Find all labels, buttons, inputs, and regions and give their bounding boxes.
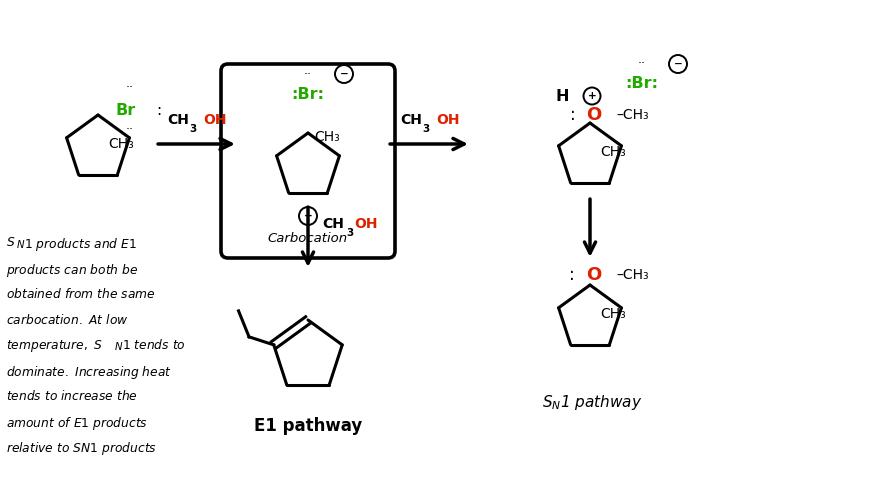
Text: :: : — [569, 266, 575, 284]
Text: CH₃: CH₃ — [600, 145, 626, 159]
Text: E1 pathway: E1 pathway — [253, 417, 362, 435]
Text: OH: OH — [354, 217, 378, 231]
Text: CH₃: CH₃ — [108, 137, 134, 151]
Text: Carbocation: Carbocation — [268, 232, 348, 245]
Text: OH: OH — [436, 113, 460, 127]
Text: $\it{amount\ of\ E1\ products}$: $\it{amount\ of\ E1\ products}$ — [6, 415, 148, 432]
Text: O: O — [586, 106, 601, 124]
Text: 3: 3 — [190, 124, 197, 134]
Text: $\it{relative\ to\ SN1\ products}$: $\it{relative\ to\ SN1\ products}$ — [6, 440, 157, 457]
Text: 3: 3 — [422, 124, 429, 134]
Text: $\it{N}$: $\it{N}$ — [114, 340, 123, 352]
Text: O: O — [586, 266, 601, 284]
Text: :: : — [570, 106, 576, 124]
Text: CH: CH — [168, 113, 190, 127]
Text: $\it{carbocation.\ At\ low}$: $\it{carbocation.\ At\ low}$ — [6, 312, 128, 327]
Text: $\it{N}$: $\it{N}$ — [16, 238, 25, 250]
Text: $\it{S}$: $\it{S}$ — [6, 236, 16, 249]
Text: H: H — [555, 88, 569, 104]
Text: ··: ·· — [586, 246, 594, 260]
Text: ··: ·· — [126, 123, 134, 137]
Text: CH: CH — [322, 217, 343, 231]
Text: OH: OH — [204, 113, 227, 127]
Text: ··: ·· — [304, 69, 312, 82]
Text: Br: Br — [116, 103, 136, 118]
Text: –CH₃: –CH₃ — [616, 268, 649, 282]
Text: $S_N$1 pathway: $S_N$1 pathway — [542, 393, 642, 412]
Text: $\it{temperature,\ S}$: $\it{temperature,\ S}$ — [6, 338, 103, 354]
Text: $\it{products\ can\ both\ be}$: $\it{products\ can\ both\ be}$ — [6, 261, 138, 278]
Text: –CH₃: –CH₃ — [616, 108, 649, 122]
Text: ··: ·· — [638, 57, 646, 70]
Text: −: − — [674, 59, 683, 69]
Text: $\it{1\ tends\ to}$: $\it{1\ tends\ to}$ — [122, 338, 186, 352]
Text: ··: ·· — [126, 82, 134, 94]
Text: +: + — [587, 91, 596, 101]
Text: :: : — [156, 103, 162, 118]
Text: CH₃: CH₃ — [314, 130, 340, 144]
Text: $\it{obtained\ from\ the\ same}$: $\it{obtained\ from\ the\ same}$ — [6, 287, 156, 301]
Text: 3: 3 — [346, 228, 353, 238]
Text: $\it{dominate.\ Increasing\ heat}$: $\it{dominate.\ Increasing\ heat}$ — [6, 364, 172, 381]
Text: $\it{tends\ to\ increase\ the}$: $\it{tends\ to\ increase\ the}$ — [6, 389, 138, 403]
Text: CH: CH — [400, 113, 422, 127]
Text: −: − — [340, 69, 349, 79]
Text: $\it{1\ products\ and\ E1}$: $\it{1\ products\ and\ E1}$ — [24, 236, 137, 253]
Text: :Br:: :Br: — [626, 75, 658, 90]
Text: :Br:: :Br: — [292, 87, 324, 102]
Text: CH₃: CH₃ — [600, 307, 626, 321]
Text: +: + — [303, 211, 312, 221]
